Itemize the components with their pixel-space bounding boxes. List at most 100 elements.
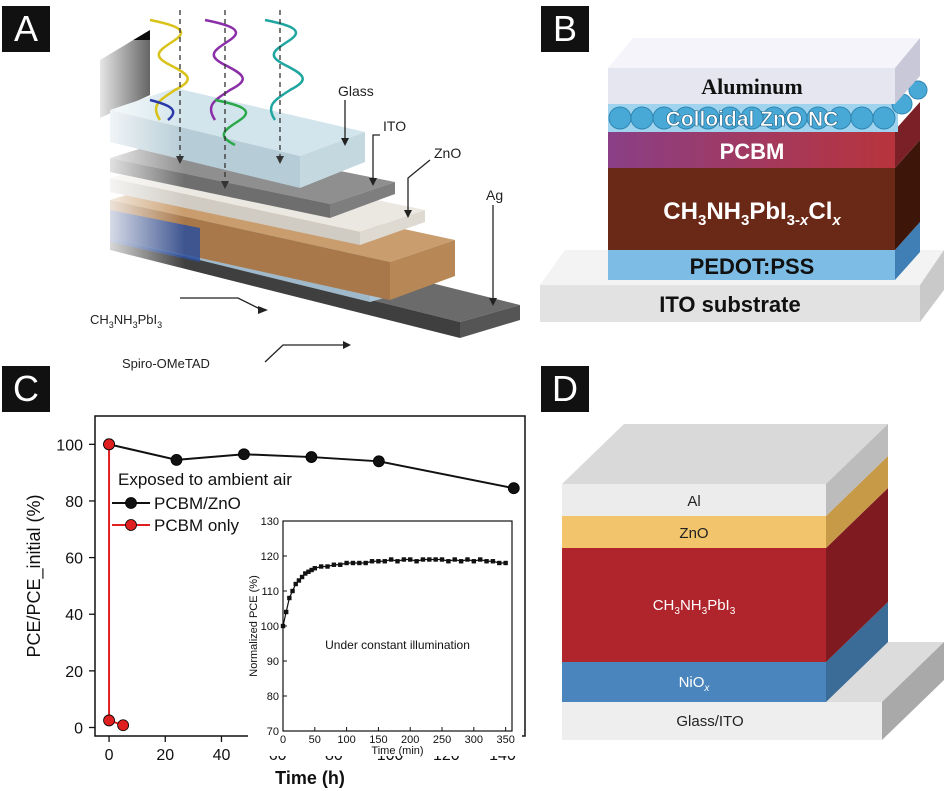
inset-data-point (350, 560, 356, 566)
light-wave-blue (149, 98, 175, 121)
inset-y-tick-label: 100 (261, 621, 279, 633)
label-zno-nc: Colloidal ZnO NC (666, 108, 839, 131)
label-glass: Glass (338, 83, 374, 99)
y-tick-label: 40 (65, 607, 83, 624)
label-perovskite-b: CH3NH3PbI3-xClx (663, 198, 841, 229)
inset-x-tick-label: 50 (309, 734, 321, 746)
legend-label: PCBM only (154, 516, 240, 535)
data-point (103, 714, 115, 727)
label-ito-substrate: ITO substrate (659, 292, 800, 317)
light-wave-teal (264, 18, 304, 121)
inset-data-point (303, 571, 308, 576)
niox-layer (562, 602, 888, 702)
inset-data-point (427, 557, 432, 562)
inset-data-point (408, 557, 413, 562)
inset-data-point (309, 567, 314, 573)
inset-data-point (312, 566, 318, 571)
inset-x-axis-label: Time (min) (371, 745, 423, 757)
inset-y-tick-label: 110 (261, 586, 279, 598)
inset-annotation: Under constant illumination (325, 638, 470, 652)
x-tick-label: 40 (213, 747, 231, 764)
inset-data-point (420, 557, 426, 562)
label-ag: Ag (486, 187, 503, 203)
inset-data-point (283, 609, 289, 615)
inset-x-tick-label: 100 (337, 734, 355, 746)
inset-data-point (331, 562, 337, 567)
inset-data-point (325, 564, 330, 569)
data-point (372, 455, 385, 468)
label-pcbm: PCBM (720, 139, 785, 164)
inset-data-point (376, 559, 381, 564)
inset-data-point (290, 588, 295, 594)
zno-nanocrystal-layer (608, 80, 928, 132)
panel-label-d: D (541, 366, 589, 412)
panel-a-device-diagram: Glass ITO ZnO Ag CH3NH3PbI3 Spiro-OMeTAD (90, 10, 520, 371)
al-layer (562, 424, 888, 516)
inset-data-point (318, 564, 324, 569)
inset-x-tick-label: 250 (433, 734, 451, 746)
panel-label-b: B (541, 6, 589, 52)
inset-data-point (503, 560, 508, 566)
data-point (103, 438, 115, 451)
inset-data-point (280, 623, 286, 629)
inset-data-point (477, 557, 483, 562)
label-spiro: Spiro-OMeTAD (122, 356, 210, 371)
data-point (238, 448, 250, 461)
inset-data-point (465, 557, 470, 562)
y-tick-label: 0 (74, 721, 83, 738)
inset-data-point (299, 574, 305, 580)
inset-y-tick-label: 120 (261, 551, 279, 563)
perovskite-layer-b (608, 140, 920, 250)
panel-label-a: A (2, 6, 50, 52)
label-zno: ZnO (434, 145, 461, 161)
inset-data-point (369, 559, 375, 564)
pedot-layer (608, 222, 920, 280)
x-axis-label: Time (h) (275, 768, 345, 788)
x-tick-label: 0 (105, 747, 114, 764)
y-tick-label: 80 (65, 494, 83, 511)
perovskite-layer-d (562, 488, 888, 662)
inset-x-tick-label: 200 (401, 734, 419, 746)
inset-data-point (484, 559, 489, 564)
inset-data-point (344, 560, 349, 566)
inset-data-point (446, 559, 451, 564)
inset-y-axis-label: Normalized PCE (%) (248, 575, 260, 676)
inset-data-point (401, 557, 407, 562)
panel-b-device-diagram: Aluminum Colloidal ZnO NC PCBM CH3NH3PbI… (540, 38, 944, 322)
annotation-ambient-air: Exposed to ambient air (118, 470, 292, 489)
y-tick-label: 20 (65, 664, 83, 681)
inset-data-point (296, 578, 302, 583)
zno-layer-d (562, 456, 888, 548)
aluminum-layer (608, 38, 920, 104)
label-perovskite: CH3NH3PbI3 (90, 312, 162, 330)
y-axis-label: PCE/PCE_initial (%) (24, 494, 45, 657)
pcbm-layer (608, 102, 920, 168)
inset-data-point (414, 559, 419, 564)
inset-x-tick-label: 350 (496, 734, 514, 746)
label-pedot: PEDOT:PSS (690, 254, 815, 279)
inset-data-point (363, 560, 368, 566)
x-tick-label: 20 (156, 747, 174, 764)
label-al: Al (687, 493, 700, 510)
inset-y-tick-label: 80 (267, 691, 279, 703)
y-tick-label: 60 (65, 551, 83, 568)
data-point (507, 482, 520, 495)
inset-plot-frame (282, 520, 513, 732)
panel-c-stability-chart: 020406080100120140020406080100Time (h)PC… (24, 415, 526, 788)
inset-data-point (287, 595, 292, 601)
inset-y-tick-label: 90 (267, 656, 279, 668)
data-point (305, 451, 318, 463)
inset-data-point (357, 560, 362, 566)
panel-label-c: C (2, 366, 50, 412)
data-point (170, 453, 183, 466)
inset-data-point (293, 581, 298, 587)
inset-x-tick-label: 150 (369, 734, 387, 746)
inset-data-point (306, 569, 311, 574)
inset-y-tick-label: 130 (261, 516, 279, 528)
legend-label: PCBM/ZnO (154, 494, 241, 513)
inset-x-tick-label: 0 (280, 734, 286, 746)
inset-data-point (497, 560, 502, 566)
label-zno-d: ZnO (679, 525, 708, 542)
label-perovskite-d: CH3NH3PbI3 (653, 597, 736, 617)
inset-data-point (490, 559, 496, 564)
